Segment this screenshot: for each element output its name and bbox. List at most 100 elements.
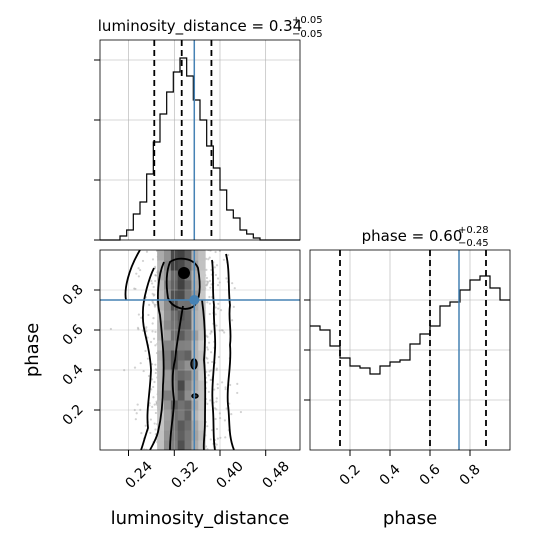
scatter-point [151,330,154,333]
density-cell [157,380,165,391]
density-cell [177,330,186,341]
lumdist-title: luminosity_distance = 0.34 [98,17,302,36]
scatter-point [208,302,212,305]
density-cell [177,320,186,331]
density-cell [164,340,172,351]
density-cell [157,350,165,361]
density-cell [191,280,199,291]
lumdist-title-lower: −0.05 [292,29,323,40]
scatter-point [216,437,219,440]
scatter-point [213,266,216,269]
scatter-point [223,419,227,422]
scatter-point [213,407,217,410]
scatter-point [153,403,156,406]
scatter-point [206,357,209,360]
density-cell [164,350,172,361]
scatter-point [151,292,154,295]
scatter-point [154,371,157,375]
density-cell [157,400,165,411]
density-cell [191,410,199,421]
scatter-point [134,287,137,291]
phase-title: phase = 0.60 [362,227,463,245]
scatter-point [215,397,218,400]
scatter-point [206,348,210,351]
scatter-point [149,418,153,421]
scatter-point [236,391,239,395]
panel-2d-frame [99,249,301,451]
scatter-point [208,312,211,316]
lumdist-title-value: 0.34 [269,17,302,35]
scatter-point [135,272,138,275]
density-cell [184,330,192,341]
scatter-point [206,335,209,338]
scatter-point [150,388,153,391]
scatter-point [216,383,219,386]
density-cell [198,380,206,391]
lumdist-title-upper: +0.05 [292,15,323,26]
scatter-point [154,279,157,283]
phase-title-value: 0.60 [429,227,462,245]
scatter-point [109,327,112,331]
scatter-point [151,363,154,366]
scatter-point [146,357,150,360]
ytick-label-2d-06: 0.6 [60,322,87,349]
density-cell [157,270,165,281]
contour-inner-right [201,299,207,450]
density-cell [198,370,206,381]
density-cell [198,340,206,351]
scatter-point [206,346,209,349]
scatter-point [215,264,219,267]
contour-outer-top-left [124,250,141,301]
panel-lumdist-hist-frame [99,39,301,241]
density-cell [191,430,199,441]
panel-lumdist-hist: luminosity_distance = 0.34 +0.05 −0.05 [94,15,323,241]
scatter-point [206,447,209,450]
density-cell [191,250,199,261]
scatter-point [136,403,139,406]
scatter-point [231,319,234,322]
contour-mid-left [149,261,165,450]
density-cell [184,310,192,321]
density-cell [198,410,206,421]
ytick-label-2d-08: 0.8 [60,282,87,309]
scatter-point [207,374,210,377]
xtick-label-2d-024: 0.24 [122,458,155,491]
scatter-point [209,399,212,402]
density-cells [157,250,206,450]
scatter-point [210,329,213,333]
scatter-point [153,380,156,384]
density-cell [157,430,165,441]
ytick-label-2d-02: 0.2 [60,402,87,429]
scatter-point [154,330,157,333]
density-cell [184,250,192,261]
density-cell [184,440,192,450]
contour-inner-left [169,305,184,450]
density-cell [177,440,186,450]
scatter-point [214,417,217,421]
scatter-point [224,388,227,391]
scatter-point [155,400,158,403]
scatter-point [221,381,224,384]
scatter-point [149,340,153,344]
density-cell [198,280,206,291]
scatter-point [229,383,232,387]
density-cell [198,400,206,411]
xlabel-phase: phase [383,508,437,529]
scatter-point [210,351,213,354]
scatter-point [216,277,220,280]
scatter-point [214,313,217,316]
scatter-point [206,402,209,405]
xtick-label-2d-048: 0.48 [259,458,292,491]
scatter-point [232,305,235,308]
scatter-point [213,388,216,391]
scatter-point [135,412,138,415]
scatter-point [206,301,209,304]
density-cell [164,440,172,450]
scatter-point [205,284,208,287]
scatter-point [205,334,208,337]
density-cell [184,400,192,411]
scatter-point [149,431,152,435]
scatter-point [151,258,155,261]
scatter-point [214,273,217,277]
panel-2d-density: 0.24 0.32 0.40 0.48 0.2 0.4 0.6 0.8 lumi… [22,249,301,529]
